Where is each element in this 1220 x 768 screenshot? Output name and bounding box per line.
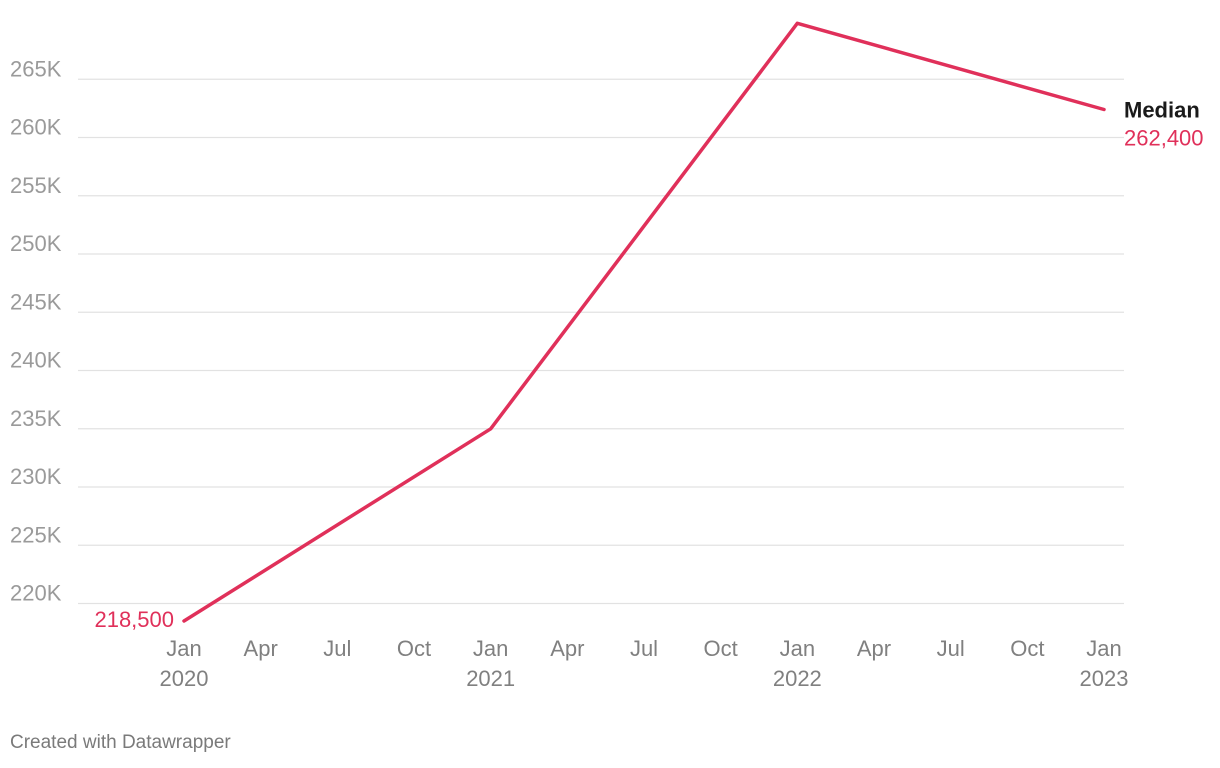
x-tick-year: 2021 [466,666,515,691]
x-tick-label: Oct [1010,636,1044,661]
x-tick-label: Apr [857,636,891,661]
y-tick-label: 235K [10,406,62,431]
x-tick-label: Jan [780,636,815,661]
x-tick-year: 2023 [1080,666,1129,691]
data-labels: Median 262,400 218,500 [94,98,1203,632]
y-tick-label: 245K [10,289,62,314]
y-tick-label: 265K [10,56,62,81]
x-tick-label: Jan [166,636,201,661]
series-layer [182,21,1106,623]
gridlines [78,78,1124,605]
x-tick-label: Oct [704,636,738,661]
x-tick-label: Jul [323,636,351,661]
x-tick-label: Jul [937,636,965,661]
x-tick-year: 2020 [160,666,209,691]
y-tick-label: 260K [10,115,62,140]
y-tick-label: 240K [10,348,62,373]
x-tick-label: Jan [1086,636,1121,661]
x-axis: Jan 2020 Apr Jul Oct Jan 2021 Apr Jul Oct Jan 2022 A… [160,636,1129,691]
end-value-label: 262,400 [1124,126,1204,151]
x-tick-label: Jan [473,636,508,661]
x-tick-label: Jul [630,636,658,661]
y-tick-label: 255K [10,173,62,198]
x-tick-label: Apr [244,636,278,661]
x-tick-label: Oct [397,636,431,661]
y-tick-label: 230K [10,464,62,489]
y-tick-label: 225K [10,522,62,547]
x-tick-year: 2022 [773,666,822,691]
y-tick-label: 220K [10,581,62,606]
y-axis: 220K 225K 230K 235K 240K 245K 250K 255K 260K 265K [10,56,62,605]
line-chart: 220K 225K 230K 235K 240K 245K 250K 255K 260K 265K… [10,21,1204,691]
series-label: Median [1124,98,1200,123]
x-tick-label: Apr [550,636,584,661]
y-tick-label: 250K [10,231,62,256]
series-line [182,21,1106,623]
start-value-label: 218,500 [94,607,174,632]
footer-credit: Created with Datawrapper [10,732,231,753]
